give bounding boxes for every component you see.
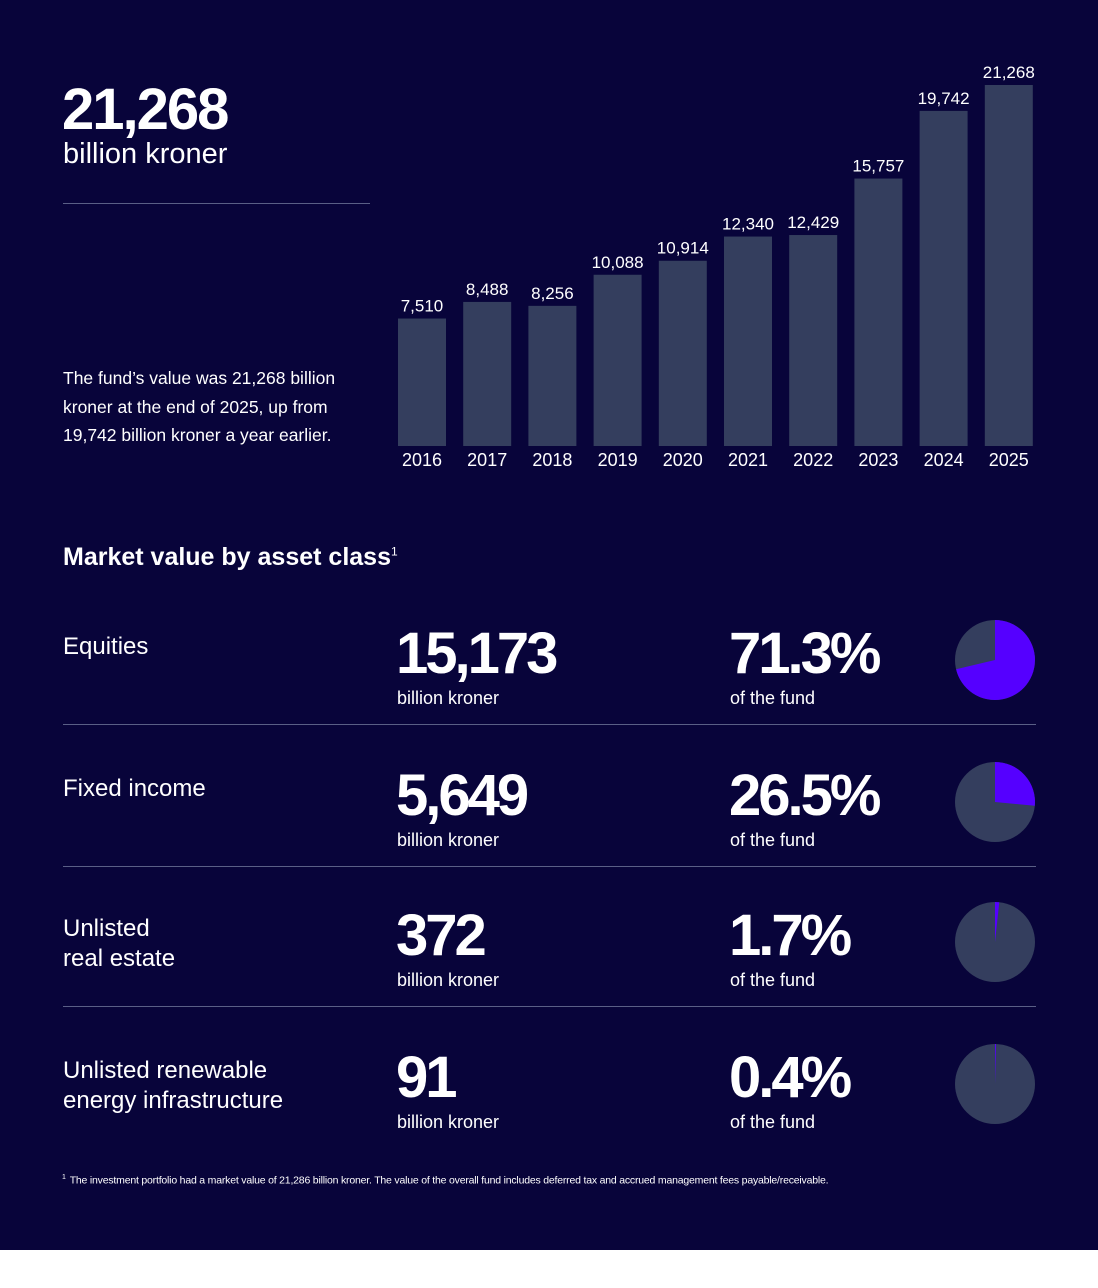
bar-value-label: 10,914 xyxy=(657,239,709,258)
asset-class-row: Equities 15,173 billion kroner 71.3% of … xyxy=(63,620,1036,774)
bar-value-label: 19,742 xyxy=(918,89,970,108)
asset-class-value: 372 xyxy=(396,903,487,968)
bar-value-label: 8,256 xyxy=(531,284,574,303)
section-title-text: Market value by asset class xyxy=(63,543,391,571)
asset-class-percent-unit: of the fund xyxy=(730,688,816,708)
x-tick-label: 2023 xyxy=(858,450,898,470)
asset-class-name: Fixed income xyxy=(63,775,206,802)
x-tick-label: 2024 xyxy=(924,450,964,470)
x-tick-label: 2021 xyxy=(728,450,768,470)
bar-value-label: 15,757 xyxy=(852,157,904,176)
footnote-marker: 1 xyxy=(390,544,398,559)
x-tick-label: 2018 xyxy=(532,450,572,470)
footnote: 1 The investment portfolio had a market v… xyxy=(62,1174,829,1187)
section-title: Market value by asset class1 xyxy=(63,543,398,572)
x-tick-label: 2025 xyxy=(989,450,1029,470)
bar-value-label: 7,510 xyxy=(401,297,444,316)
asset-class-value: 91 xyxy=(396,1045,457,1110)
asset-class-value-unit: billion kroner xyxy=(397,688,500,708)
bar-2023 xyxy=(854,178,903,446)
asset-class-row: Unlisted real estate 372 billion kroner … xyxy=(63,902,1036,1056)
bar-value-label: 8,488 xyxy=(466,280,509,299)
x-tick-label: 2020 xyxy=(663,450,703,470)
asset-class-percent-unit: of the fund xyxy=(730,970,816,990)
pie-slice-share xyxy=(956,620,1035,700)
asset-class-pie xyxy=(955,762,1035,842)
asset-class-value: 5,649 xyxy=(396,763,529,828)
bar-2025 xyxy=(984,85,1033,446)
asset-class-percent: 26.5% xyxy=(729,763,881,828)
x-tick-label: 2019 xyxy=(598,450,638,470)
asset-class-pie xyxy=(955,902,1035,982)
asset-class-name: Unlisted real estate xyxy=(63,915,176,972)
bar-value-label: 12,429 xyxy=(787,213,839,232)
asset-class-percent: 71.3% xyxy=(729,621,881,686)
fund-value-bar-chart: 7,510 2016 8,488 2017 8,256 2018 10,088 2019 10,… xyxy=(398,63,1035,470)
asset-class-percent-unit: of the fund xyxy=(730,1112,816,1132)
asset-class-value-unit: billion kroner xyxy=(397,830,500,850)
asset-class-pie xyxy=(955,620,1035,700)
x-tick-label: 2022 xyxy=(793,450,833,470)
bar-2022 xyxy=(789,235,838,446)
bar-value-label: 10,088 xyxy=(592,253,644,272)
divider xyxy=(63,1006,1036,1007)
bar-value-label: 12,340 xyxy=(722,215,774,234)
bar-2019 xyxy=(593,274,642,446)
x-tick-label: 2016 xyxy=(402,450,442,470)
headline-unit: billion kroner xyxy=(63,138,228,170)
asset-class-value-unit: billion kroner xyxy=(397,1112,500,1132)
bar-2018 xyxy=(528,305,577,446)
asset-class-value-unit: billion kroner xyxy=(397,970,500,990)
headline-value: 21,268 xyxy=(62,77,229,142)
asset-class-percent: 0.4% xyxy=(729,1045,852,1110)
fund-value-panel: 21,268 billion kroner The fund’s value w… xyxy=(0,0,1098,1250)
bar-2024 xyxy=(919,110,968,447)
description: The fund’s value was 21,268 billion kron… xyxy=(63,368,336,445)
asset-class-percent-unit: of the fund xyxy=(730,830,816,850)
bar-2020 xyxy=(658,260,707,446)
asset-class-row: Fixed income 5,649 billion kroner 26.5% … xyxy=(63,762,1036,916)
asset-class-value: 15,173 xyxy=(396,621,558,686)
bar-2021 xyxy=(724,236,772,446)
divider xyxy=(63,203,370,204)
footnote-text: The investment portfolio had a market va… xyxy=(69,1174,829,1187)
asset-class-name: Unlisted renewable energy infrastructure xyxy=(63,1057,284,1114)
footnote-mark: 1 xyxy=(62,1174,66,1181)
divider xyxy=(63,724,1036,725)
bar-2016 xyxy=(398,318,446,446)
asset-class-pie xyxy=(955,1044,1035,1124)
bar-value-label: 21,268 xyxy=(983,63,1035,82)
pie-slice-share xyxy=(995,762,1035,806)
pie-slice-share xyxy=(995,902,1000,942)
asset-class-percent: 1.7% xyxy=(729,903,852,968)
x-tick-label: 2017 xyxy=(467,450,507,470)
bar-2017 xyxy=(463,301,512,446)
asset-class-name: Equities xyxy=(63,633,149,660)
pie-slice-share xyxy=(995,1044,997,1084)
asset-class-row: Unlisted renewable energy infrastructure… xyxy=(63,1044,1036,1198)
divider xyxy=(63,866,1036,867)
